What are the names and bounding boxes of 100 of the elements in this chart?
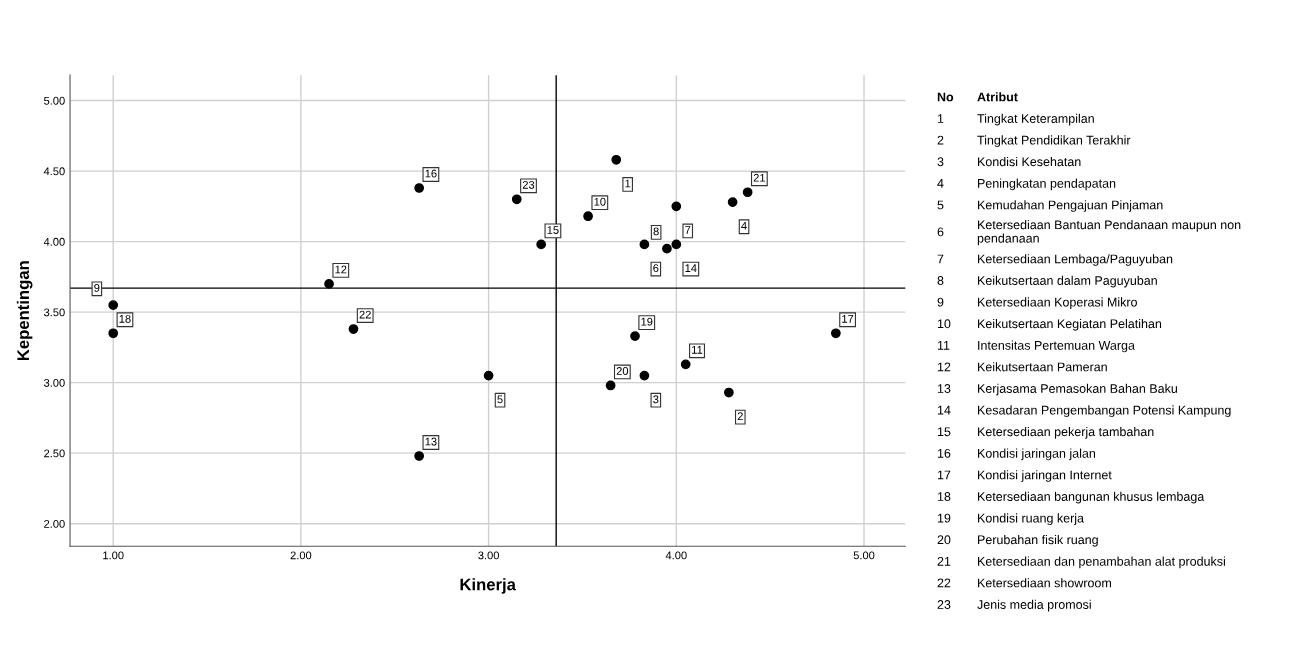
- text: Kemudahan Pengajuan Pinjaman: [978, 200, 1163, 212]
- text: Jenis media promosi: [977, 599, 1091, 612]
- text: Kondisi jaringan Internet: [978, 470, 1112, 482]
- text: 17: [937, 470, 951, 480]
- x-tick-label: 4.00: [665, 551, 687, 560]
- point: [583, 211, 593, 222]
- text: 18: [119, 314, 131, 323]
- text: 20: [616, 367, 629, 375]
- x-tick-label: 2.00: [290, 551, 312, 560]
- text: 23: [937, 600, 951, 609]
- text: 11: [937, 341, 950, 350]
- x-tick-label: 3.00: [478, 551, 499, 560]
- text: 1: [937, 114, 944, 123]
- text: Keikutsertaan Pameran: [978, 362, 1107, 372]
- point: [639, 239, 650, 250]
- text: 6: [937, 227, 944, 237]
- text: 18: [937, 492, 951, 501]
- text: Keikutsertaan dalam Paguyuban: [978, 275, 1157, 288]
- point: [108, 328, 119, 339]
- text: 3: [937, 157, 944, 167]
- text: 14: [685, 264, 697, 272]
- text: 20: [937, 535, 951, 545]
- text: 10: [594, 197, 606, 206]
- text: 22: [937, 578, 951, 588]
- text: 2: [937, 135, 944, 145]
- text: 2: [737, 412, 743, 421]
- point: [680, 359, 691, 370]
- text: 23: [522, 180, 535, 189]
- point: [639, 370, 650, 381]
- point: [324, 279, 334, 289]
- text: 3: [653, 395, 659, 404]
- text: 11: [692, 346, 703, 354]
- text: Peningkatan pendapatan: [978, 178, 1116, 191]
- text: 21: [937, 556, 951, 566]
- text: Kondisi Kesehatan: [978, 156, 1081, 167]
- point: [536, 239, 547, 250]
- y-tick-label: 4.50: [43, 167, 65, 176]
- text: Kondisi ruang kerja: [978, 513, 1085, 526]
- text: Kerjasama Pemasokan Bahan Baku: [978, 383, 1177, 396]
- y-tick-label: 2.00: [44, 519, 65, 528]
- text: 10: [937, 319, 951, 329]
- text: Ketersediaan Lembaga/Paguyuban: [978, 254, 1173, 266]
- point: [742, 187, 753, 198]
- point: [605, 380, 616, 391]
- text: No: [937, 92, 954, 102]
- text: 12: [335, 265, 347, 274]
- text: 13: [937, 384, 951, 393]
- text: Tingkat Pendidikan Terakhir: [977, 135, 1131, 148]
- y-tick-label: 3.00: [43, 378, 65, 387]
- text: 4: [937, 179, 944, 188]
- text: 16: [425, 169, 437, 178]
- text: 9: [937, 297, 944, 307]
- text: 15: [547, 226, 559, 234]
- text: 17: [842, 315, 854, 323]
- y-tick-label: 4.00: [43, 237, 65, 246]
- point: [724, 387, 734, 398]
- point: [630, 331, 640, 341]
- text: Kesadaran Pengembangan Potensi Kampung: [978, 405, 1231, 418]
- text: Ketersediaan bangunan khusus lembaga: [978, 491, 1205, 504]
- point: [662, 243, 672, 254]
- text: Keikutsertaan Kegiatan Pelatihan: [978, 318, 1162, 331]
- point: [727, 197, 738, 207]
- text: Ketersediaan pekerja tambahan: [978, 426, 1154, 439]
- text: Ketersediaan dan penambahan alat produksi: [978, 556, 1225, 569]
- text: 7: [685, 226, 691, 234]
- y-axis-title: Kepentingan: [16, 261, 33, 361]
- text: 21: [753, 173, 766, 182]
- text: Ketersediaan Koperasi Mikro: [978, 297, 1137, 310]
- text: 5: [497, 395, 503, 404]
- text: Intensitas Pertemuan Warga: [978, 340, 1135, 353]
- point: [348, 324, 359, 334]
- point: [511, 194, 522, 205]
- text: Tingkat Keterampilan: [977, 113, 1094, 126]
- text: 9: [94, 283, 100, 292]
- point: [830, 328, 841, 339]
- text: 7: [937, 254, 944, 264]
- y-tick-label: 2.50: [44, 449, 65, 458]
- text: 8: [937, 276, 944, 285]
- text: 16: [937, 448, 951, 458]
- text: 14: [937, 405, 951, 415]
- text: Kondisi jaringan jalan: [978, 448, 1096, 461]
- text: 22: [359, 310, 371, 319]
- y-tick-label: 5.00: [44, 96, 65, 105]
- point: [414, 451, 425, 461]
- text: 1: [625, 179, 631, 188]
- text: 12: [937, 362, 951, 372]
- text: Ketersediaan Bantuan Pendanaan maupun non pendanaan: [977, 220, 1241, 246]
- text: Atribut: [977, 92, 1018, 102]
- point: [414, 183, 425, 193]
- point: [483, 370, 494, 381]
- y-tick-label: 3.50: [43, 308, 65, 317]
- text: 19: [937, 513, 951, 523]
- text: Ketersediaan showroom: [978, 578, 1111, 588]
- point: [671, 201, 682, 212]
- point: [611, 154, 622, 165]
- text: 19: [641, 317, 653, 326]
- x-tick-label: 5.00: [853, 551, 875, 560]
- point: [108, 300, 119, 310]
- text: 5: [937, 200, 944, 210]
- text: Perubahan fisik ruang: [978, 534, 1098, 547]
